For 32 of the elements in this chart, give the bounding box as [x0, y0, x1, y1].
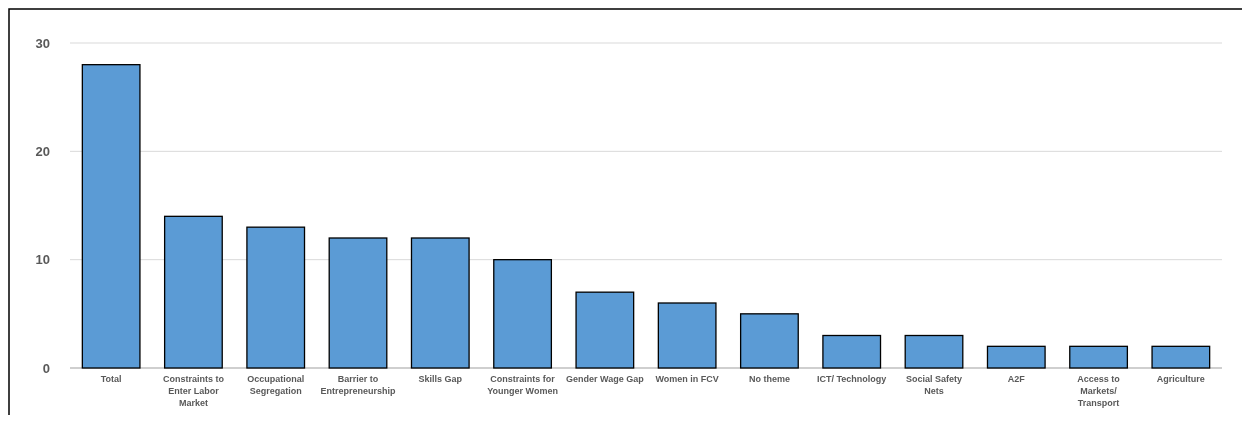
bar [904, 334, 964, 369]
bar [246, 226, 306, 369]
bar [328, 237, 388, 369]
x-tick-label: Constraints for Younger Women [487, 374, 558, 396]
bar [822, 334, 882, 369]
bar [493, 259, 553, 369]
x-tick-label: Agriculture [1156, 374, 1205, 384]
bar [575, 291, 635, 369]
x-tick-label: Constraints to Enter Labor Market [162, 374, 225, 408]
bar [81, 64, 141, 369]
bar [1151, 345, 1211, 369]
y-tick-label: 30 [35, 35, 50, 51]
x-tick-label: Social Safety Nets [905, 374, 963, 396]
y-tick-label: 20 [35, 143, 50, 159]
y-tick-label: 0 [42, 360, 50, 376]
bar [1069, 345, 1129, 369]
x-tick-label: Total [100, 374, 122, 384]
bar [163, 215, 223, 369]
bar [986, 345, 1046, 369]
bar [657, 302, 717, 369]
x-tick-label: ICT/ Technology [817, 374, 887, 384]
bar [739, 313, 799, 369]
y-tick-label: 10 [35, 252, 50, 268]
x-tick-label: A2F [1007, 374, 1026, 384]
x-tick-label: Barrier to Entrepreneurship [320, 374, 397, 396]
x-tick-label: Occupational Segregation [247, 374, 305, 396]
x-tick-label: Access to Markets/ Transport [1077, 374, 1121, 408]
x-tick-label: No theme [748, 374, 790, 384]
bar [410, 237, 470, 369]
x-tick-label: Gender Wage Gap [566, 374, 645, 384]
x-tick-label: Skills Gap [418, 374, 463, 384]
x-tick-label: Women in FCV [655, 374, 719, 384]
